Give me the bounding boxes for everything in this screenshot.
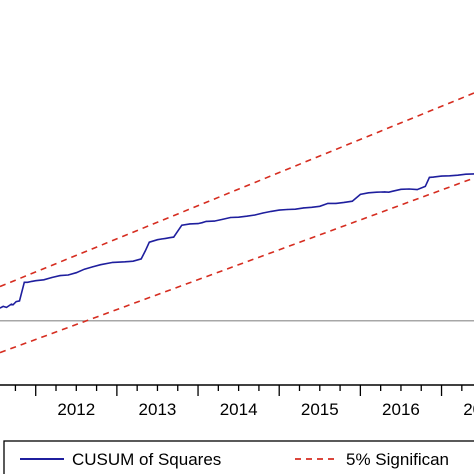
cusum-point <box>35 280 37 282</box>
legend: CUSUM of Squares 5% Significan <box>3 440 474 474</box>
cusum-point <box>27 281 29 283</box>
cusum-point <box>449 175 451 177</box>
cusum-point <box>238 216 240 218</box>
cusum-point <box>432 176 434 178</box>
x-tick-label: 2015 <box>301 400 339 419</box>
cusum-point <box>83 268 85 270</box>
cusum-point <box>440 175 443 177</box>
cusum-point <box>189 223 191 225</box>
cusum-point <box>384 191 386 193</box>
legend-label-significance: 5% Significan <box>346 450 449 469</box>
cusum-point <box>100 264 102 266</box>
cusum-point <box>408 188 410 190</box>
cusum-point <box>294 208 296 210</box>
cusum-point <box>165 237 167 239</box>
cusum-point <box>311 206 313 208</box>
cusum-point <box>229 216 232 219</box>
cusum-point <box>424 185 426 187</box>
cusum-point <box>5 306 8 308</box>
cusum-point <box>359 193 361 195</box>
cusum-point <box>181 224 183 226</box>
cusum-point <box>213 220 215 222</box>
cusum-point <box>23 281 25 283</box>
cusum-point <box>148 241 150 243</box>
x-tick-label: 2014 <box>220 400 258 419</box>
cusum-point <box>465 173 467 175</box>
lower-significance-bound <box>0 177 474 354</box>
cusum-point <box>262 212 264 214</box>
x-tick-label: 2017 <box>463 400 474 419</box>
cusum-point <box>221 218 223 220</box>
cusum-point <box>388 191 390 193</box>
x-tick-label: 2012 <box>57 400 95 419</box>
x-tick-label: 2013 <box>139 400 177 419</box>
cusum-point <box>0 307 1 309</box>
cusum-point <box>173 236 175 238</box>
cusum-point <box>112 261 114 263</box>
cusum-point <box>246 215 248 217</box>
x-axis-ticks: 2012 2013 2014 2015 2016 2017 <box>14 385 474 419</box>
cusum-point <box>140 258 142 260</box>
cusum-point <box>303 207 305 209</box>
cusum-point <box>2 305 4 307</box>
cusum-point <box>75 272 77 274</box>
cusum-point <box>319 205 321 207</box>
upper-significance-bound <box>0 92 474 288</box>
cusum-point <box>201 222 203 224</box>
cusum-point <box>286 208 288 211</box>
cusum-point <box>197 223 199 225</box>
cusum-point <box>15 301 17 303</box>
plot-area <box>0 92 474 354</box>
x-tick-label: 2016 <box>382 400 420 419</box>
cusum-point <box>51 276 53 279</box>
cusum-point <box>43 279 45 281</box>
legend-box <box>3 440 474 474</box>
cusum-point <box>416 189 418 191</box>
cusum-point <box>428 176 430 178</box>
cusum-point <box>392 190 394 192</box>
cusum-point <box>343 201 345 203</box>
cusum-data-points <box>0 173 474 309</box>
cusum-point <box>278 209 280 211</box>
cusum-point <box>18 300 21 302</box>
cusum-point <box>160 238 163 240</box>
cusum-point <box>205 220 207 222</box>
cusum-point <box>400 188 402 190</box>
cusum-point <box>169 237 171 239</box>
cusum-point <box>31 280 33 282</box>
cusum-point <box>124 261 126 263</box>
cusum-point <box>270 210 272 212</box>
significance-bounds <box>0 92 474 354</box>
cusum-point <box>10 303 12 305</box>
cusum-point <box>351 200 353 202</box>
cusum-point <box>59 275 61 277</box>
cusum-point <box>132 260 134 262</box>
cusum-point <box>457 174 459 176</box>
cusum-point <box>327 202 329 204</box>
cusum-point <box>144 250 146 252</box>
cusum-point <box>335 202 337 204</box>
cusum-point <box>156 239 159 241</box>
cusum-point <box>367 192 370 194</box>
legend-label-cusum: CUSUM of Squares <box>72 450 221 469</box>
cusum-point <box>376 191 378 193</box>
cusum-point <box>12 304 14 306</box>
cusum-of-squares-line <box>0 173 474 309</box>
cusum-point <box>254 214 256 216</box>
cusum-point <box>91 266 94 268</box>
cusum-point <box>67 274 69 276</box>
